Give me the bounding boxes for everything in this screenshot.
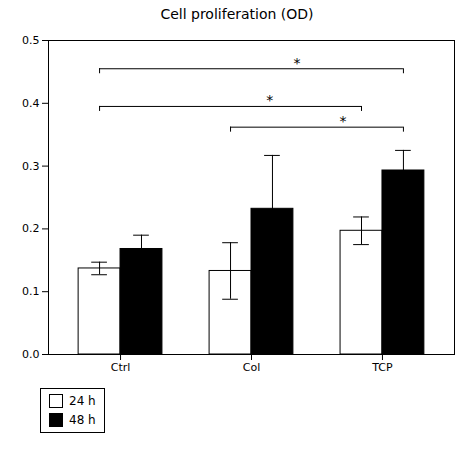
svg-text:0.3: 0.3 (22, 160, 40, 173)
svg-text:Ctrl: Ctrl (111, 361, 131, 374)
svg-text:*: * (266, 92, 273, 108)
svg-text:*: * (339, 113, 346, 129)
html-text:24 h: 24 h (69, 394, 96, 408)
html-text:48 h: 48 h (69, 413, 96, 427)
svg-text:TCP: TCP (371, 361, 393, 374)
html-text:Cell proliferation (OD): Cell proliferation (OD) (160, 6, 314, 22)
svg-text:0.1: 0.1 (22, 285, 40, 298)
svg-text:Col: Col (243, 361, 260, 374)
svg-text:0.5: 0.5 (22, 34, 40, 47)
svg-text:0.4: 0.4 (22, 97, 40, 110)
svg-text:0.2: 0.2 (22, 222, 40, 235)
svg-text:*: * (294, 55, 301, 71)
svg-text:0.0: 0.0 (22, 348, 40, 361)
